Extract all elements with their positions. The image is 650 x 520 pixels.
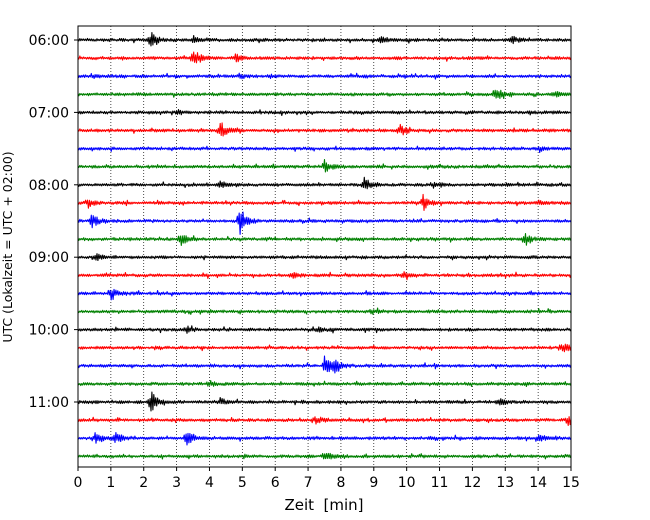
trace-0645 <box>77 89 572 100</box>
trace-1045 <box>77 380 572 388</box>
trace-0745 <box>77 158 572 173</box>
trace-1145 <box>77 452 572 460</box>
plot-frame <box>77 25 572 468</box>
trace-1030 <box>77 355 572 374</box>
x-tick-label: 11 <box>431 475 449 491</box>
trace-1100 <box>77 391 572 412</box>
x-tick-label: 3 <box>172 475 181 491</box>
trace-0915 <box>77 271 572 281</box>
trace-0900 <box>77 253 572 262</box>
trace-0715 <box>77 122 572 137</box>
x-tick-label: 0 <box>74 475 83 491</box>
x-axis-label: Zeit [min] <box>284 496 363 514</box>
y-tick-label: 10:00 <box>29 323 69 339</box>
trace-0830 <box>77 211 572 235</box>
trace-1130 <box>77 432 572 446</box>
x-tick-label: 5 <box>238 475 247 491</box>
x-tick-label: 1 <box>106 475 115 491</box>
trace-0845 <box>77 232 572 246</box>
trace-1015 <box>77 343 572 353</box>
y-tick-label: 11:00 <box>29 395 69 411</box>
y-axis: 06:00 07:00 08:00 09:00 10:00 11:00 <box>29 33 78 411</box>
trace-0630 <box>77 72 572 80</box>
x-tick-label: 12 <box>463 475 481 491</box>
y-tick-label: 09:00 <box>29 250 69 266</box>
traces <box>77 32 572 460</box>
y-tick-label: 08:00 <box>29 178 69 194</box>
trace-1115 <box>77 416 572 426</box>
x-tick-label: 8 <box>336 475 345 491</box>
x-tick-label: 9 <box>369 475 378 491</box>
x-tick-label: 10 <box>398 475 416 491</box>
trace-0600 <box>77 32 572 47</box>
x-axis: 0 1 2 3 4 5 6 7 8 9 10 11 12 13 14 15 <box>74 467 580 491</box>
trace-0945 <box>77 307 572 315</box>
x-tick-label: 4 <box>205 475 214 491</box>
trace-0730 <box>77 145 572 154</box>
x-tick-label: 7 <box>304 475 313 491</box>
x-tick-label: 2 <box>139 475 148 491</box>
trace-0815 <box>77 193 572 211</box>
trace-0800 <box>77 176 572 190</box>
x-tick-label: 15 <box>562 475 580 491</box>
trace-0700 <box>77 109 572 117</box>
trace-0615 <box>77 51 572 64</box>
trace-1000 <box>77 325 572 334</box>
x-tick-label: 13 <box>496 475 514 491</box>
y-tick-label: 06:00 <box>29 33 69 49</box>
y-axis-label: UTC (Lokalzeit = UTC + 02:00) <box>0 151 15 342</box>
x-tick-label: 6 <box>271 475 280 491</box>
y-tick-label: 07:00 <box>29 105 69 121</box>
trace-0930 <box>77 288 572 301</box>
x-tick-label: 14 <box>529 475 547 491</box>
